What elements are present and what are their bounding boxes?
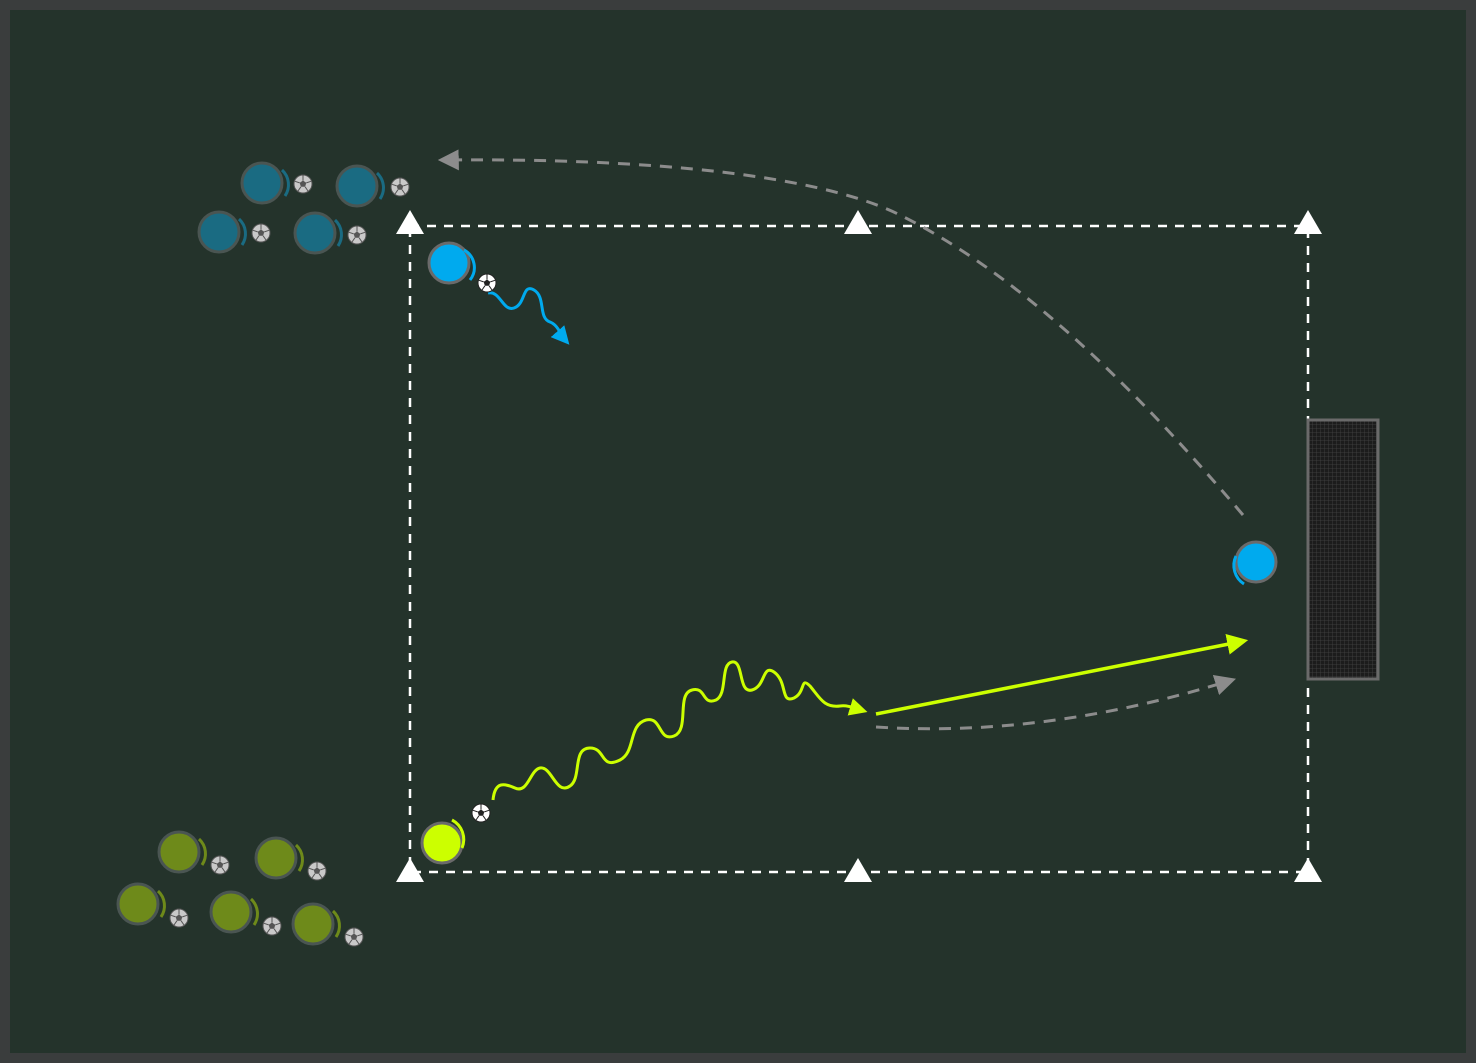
cone-icon <box>1294 210 1322 234</box>
soccer-ball-icon <box>344 927 364 947</box>
soccer-ball-icon <box>293 174 313 194</box>
waiting-player <box>116 882 189 928</box>
green-dribble-path <box>491 660 868 801</box>
soccer-ball-icon <box>210 855 230 875</box>
recovery-run-path <box>437 149 1245 516</box>
blue-defender <box>1232 540 1278 586</box>
cones <box>396 210 1322 882</box>
shot-on-goal-arrow <box>875 633 1249 716</box>
player-token-icon <box>420 821 464 865</box>
cone-icon <box>396 858 424 882</box>
cone-icon <box>844 858 872 882</box>
blue-waiting-group <box>197 161 410 255</box>
soccer-ball-icon <box>347 225 367 245</box>
waiting-player <box>254 836 327 881</box>
blue-attacker <box>427 241 497 293</box>
facing-indicator <box>451 818 466 849</box>
waiting-player <box>209 890 282 936</box>
player-token-icon <box>1234 540 1278 584</box>
soccer-ball-icon <box>390 177 410 197</box>
soccer-ball-icon <box>471 803 491 823</box>
waiting-player <box>335 164 410 208</box>
facing-indicator <box>1232 555 1245 586</box>
waiting-player <box>291 902 364 947</box>
soccer-ball-icon <box>307 861 327 881</box>
player-token-icon <box>427 241 471 285</box>
waiting-player <box>240 161 313 205</box>
soccer-ball-icon <box>262 916 282 936</box>
support-run-path <box>875 674 1237 731</box>
facing-indicator <box>463 248 476 281</box>
blue-dribble-path <box>487 287 570 345</box>
soccer-ball-icon <box>477 273 497 293</box>
waiting-player <box>197 210 271 254</box>
soccer-ball-icon <box>169 908 189 928</box>
green-attacker <box>420 803 491 865</box>
waiting-player <box>157 830 230 875</box>
cone-icon <box>1294 858 1322 882</box>
cone-icon <box>396 210 424 234</box>
waiting-player <box>293 211 367 255</box>
soccer-ball-icon <box>251 223 271 243</box>
green-waiting-group <box>116 830 364 947</box>
goal-net-icon <box>1306 418 1380 681</box>
cone-icon <box>844 210 872 234</box>
